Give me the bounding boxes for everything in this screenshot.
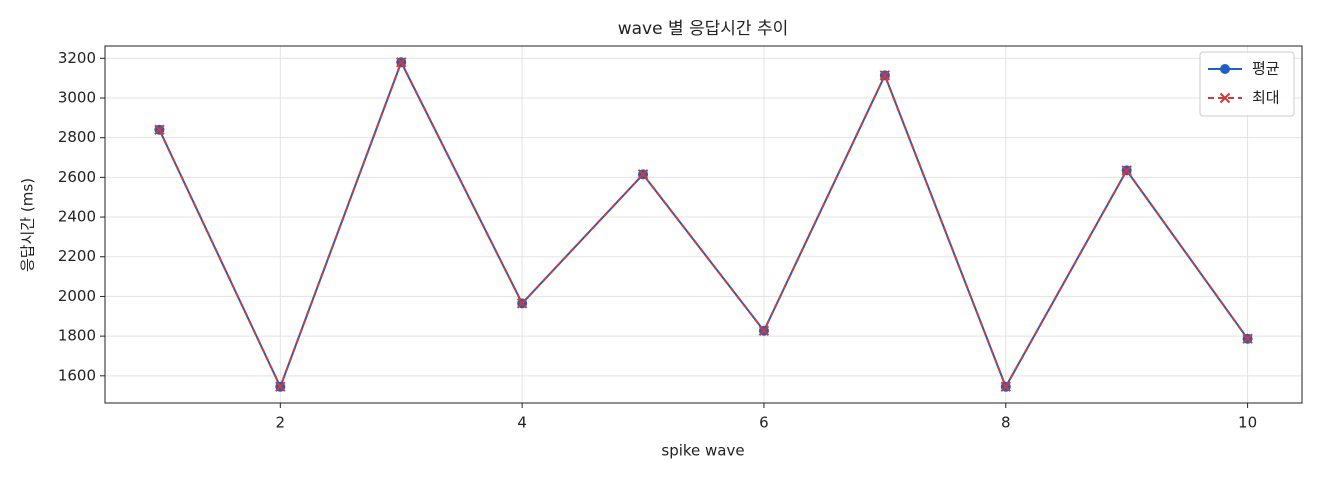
marker bbox=[758, 325, 770, 336]
y-tick-label: 3000 bbox=[58, 88, 96, 106]
y-tick-label: 1800 bbox=[58, 327, 96, 345]
marker bbox=[516, 298, 528, 309]
marker bbox=[154, 124, 165, 135]
y-tick-label: 2600 bbox=[58, 168, 96, 186]
y-tick-label: 2200 bbox=[58, 247, 96, 265]
marker bbox=[275, 381, 286, 392]
y-tick-label: 1600 bbox=[58, 366, 96, 384]
y-axis-label: 응답시간 (ms) bbox=[19, 178, 37, 272]
legend-label: 평균 bbox=[1252, 60, 1280, 78]
marker bbox=[396, 57, 407, 68]
series-line bbox=[158, 59, 1249, 390]
marker bbox=[879, 70, 891, 81]
x-tick-label: 6 bbox=[759, 414, 769, 432]
y-tick-label: 3200 bbox=[58, 49, 96, 67]
marker bbox=[1242, 333, 1253, 344]
y-tick-label: 2000 bbox=[58, 287, 96, 305]
x-tick-label: 2 bbox=[276, 414, 286, 432]
legend-marker bbox=[1220, 64, 1230, 74]
legend-marker bbox=[1219, 92, 1231, 104]
x-tick-label: 4 bbox=[517, 414, 527, 432]
legend-label: 최대 bbox=[1252, 89, 1280, 107]
x-tick-label: 8 bbox=[1001, 414, 1011, 432]
y-tick-label: 2800 bbox=[58, 128, 96, 146]
marker bbox=[1121, 165, 1132, 176]
marker bbox=[637, 169, 649, 180]
marker bbox=[1000, 381, 1011, 392]
x-axis-label: spike wave bbox=[661, 442, 744, 460]
plot-frame bbox=[104, 45, 1303, 404]
y-tick-label: 2400 bbox=[58, 208, 96, 226]
chart-title: wave 별 응답시간 추이 bbox=[618, 19, 789, 39]
legend-box bbox=[1199, 51, 1295, 117]
series-line bbox=[158, 59, 1249, 390]
x-tick-label: 10 bbox=[1238, 414, 1257, 432]
